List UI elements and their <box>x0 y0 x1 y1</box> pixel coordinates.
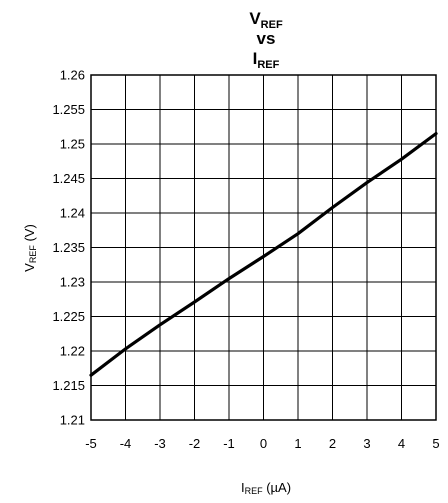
y-tick-label: 1.21 <box>60 413 85 428</box>
x-tick-labels: -5 -4 -3 -2 -1 0 1 2 3 4 5 <box>85 436 439 451</box>
x-tick-label: -1 <box>223 436 235 451</box>
x-tick-label: 1 <box>294 436 301 451</box>
x-tick-label: -4 <box>120 436 132 451</box>
chart-title-line2: vs <box>257 29 276 48</box>
chart-title-line3: IREF <box>253 49 280 71</box>
y-tick-label: 1.23 <box>60 275 85 290</box>
x-tick-label: -2 <box>189 436 201 451</box>
y-tick-label: 1.22 <box>60 344 85 359</box>
x-axis-label: IREF (µA) <box>241 480 291 496</box>
x-tick-label: -3 <box>154 436 166 451</box>
y-tick-label: 1.225 <box>52 309 85 324</box>
y-tick-labels: 1.26 1.255 1.25 1.245 1.24 1.235 1.23 1.225 1.22… <box>52 68 85 428</box>
x-tick-label: 0 <box>260 436 267 451</box>
plot-frame <box>90 74 437 421</box>
series-layer <box>89 132 438 377</box>
x-tick-label: -5 <box>85 436 97 451</box>
grid <box>90 74 437 421</box>
chart-title-line1: VREF <box>249 9 283 31</box>
y-tick-label: 1.255 <box>52 102 85 117</box>
y-tick-label: 1.24 <box>60 206 85 221</box>
x-tick-label: 4 <box>398 436 405 451</box>
y-axis-label: VREF (V) <box>22 224 38 272</box>
y-tick-label: 1.215 <box>52 378 85 393</box>
y-tick-label: 1.26 <box>60 68 85 83</box>
y-tick-label: 1.25 <box>60 137 85 152</box>
x-tick-label: 2 <box>329 436 336 451</box>
series-line <box>89 132 438 377</box>
y-tick-label: 1.245 <box>52 171 85 186</box>
x-tick-label: 3 <box>363 436 370 451</box>
x-tick-label: 5 <box>432 436 439 451</box>
y-tick-label: 1.235 <box>52 240 85 255</box>
